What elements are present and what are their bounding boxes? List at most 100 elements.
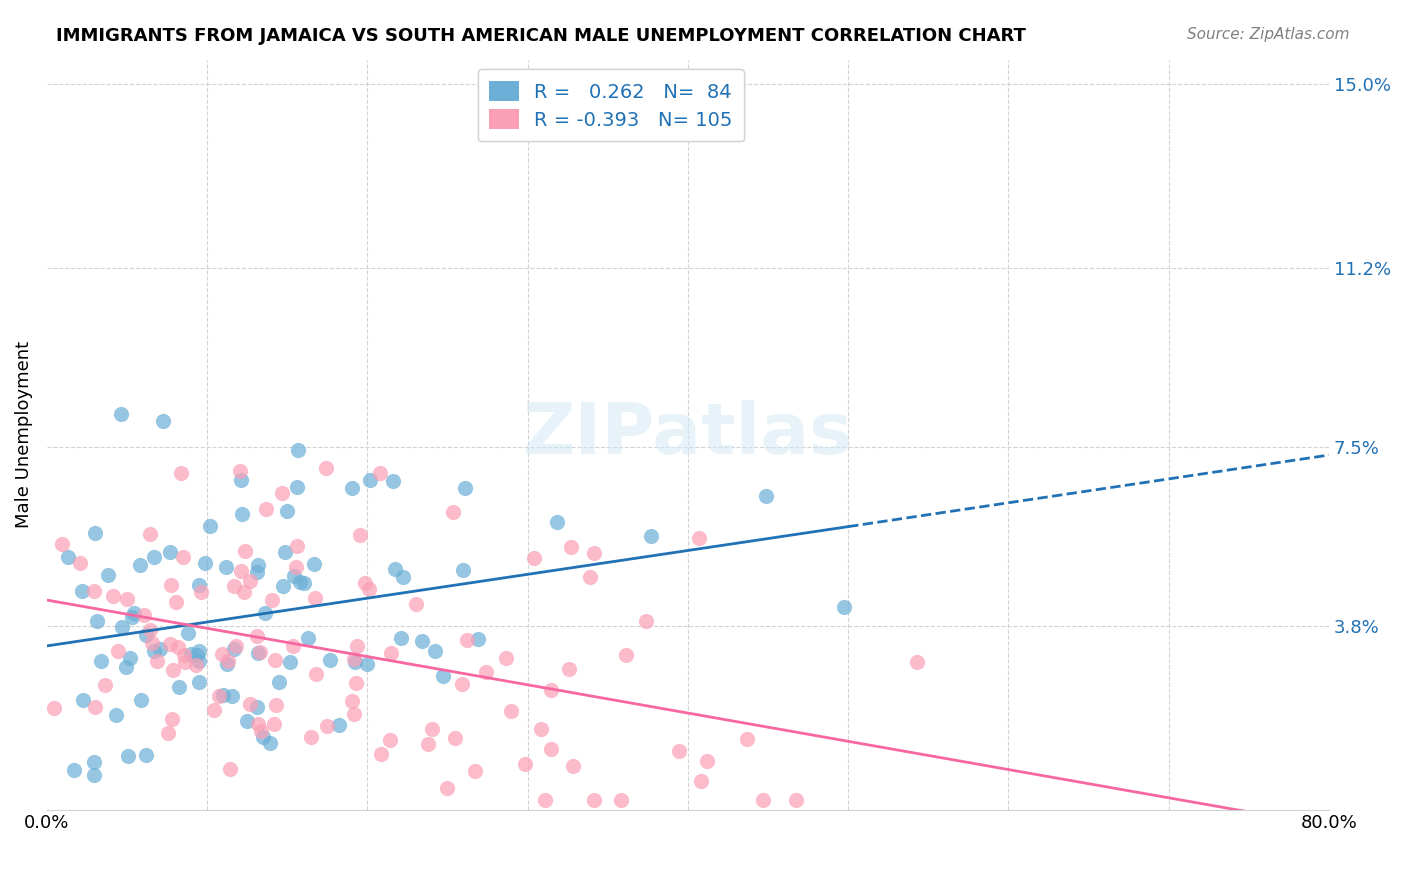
Point (165, 595, 187, 609)
Point (162, 663, 184, 677)
Point (634, 614, 657, 628)
Point (540, 742, 562, 756)
Point (190, 585, 212, 599)
Point (83, 768, 105, 782)
Point (304, 591, 326, 606)
Point (124, 606, 146, 620)
Point (342, 694, 364, 708)
Point (129, 558, 152, 573)
Point (159, 544, 181, 558)
Point (139, 526, 162, 541)
Point (391, 631, 413, 645)
Point (253, 606, 276, 620)
Point (62, 763, 84, 777)
Point (188, 675, 211, 690)
Point (285, 539, 308, 553)
Point (84, 525, 107, 540)
Point (172, 550, 194, 565)
Point (148, 641, 170, 656)
Point (420, 722, 443, 736)
Point (188, 654, 211, 668)
Point (416, 737, 439, 751)
Point (246, 630, 269, 644)
Point (436, 781, 458, 796)
Point (114, 660, 136, 674)
Point (231, 508, 253, 522)
Point (56, 550, 79, 565)
Point (278, 655, 301, 669)
Point (283, 569, 305, 583)
Point (315, 461, 337, 475)
Point (735, 732, 758, 747)
Point (582, 793, 605, 807)
Point (180, 647, 202, 661)
Point (254, 502, 277, 516)
Point (533, 793, 555, 807)
Point (561, 758, 583, 772)
Point (143, 644, 166, 658)
Point (546, 516, 568, 530)
Point (540, 682, 562, 697)
Point (107, 644, 129, 658)
Point (359, 582, 381, 596)
Point (160, 577, 183, 591)
Point (51, 536, 73, 550)
Legend: R =   0.262   N=  84, R = -0.393   N= 105: R = 0.262 N= 84, R = -0.393 N= 105 (478, 70, 744, 142)
Point (160, 712, 183, 726)
Point (139, 623, 162, 637)
Point (101, 589, 124, 603)
Point (167, 680, 190, 694)
Point (344, 676, 367, 690)
Point (530, 722, 553, 736)
Point (288, 574, 311, 589)
Point (467, 632, 489, 646)
Point (233, 585, 256, 599)
Point (198, 519, 221, 533)
Point (217, 654, 239, 668)
Point (441, 505, 464, 519)
Point (159, 637, 181, 651)
Point (558, 662, 581, 676)
Point (211, 688, 233, 702)
Point (229, 564, 252, 578)
Point (432, 669, 454, 683)
Point (104, 707, 127, 722)
Point (453, 481, 475, 495)
Point (328, 717, 350, 731)
Point (221, 689, 243, 703)
Point (411, 634, 433, 648)
Point (202, 703, 225, 717)
Point (370, 466, 392, 480)
Point (246, 565, 269, 579)
Point (287, 443, 309, 458)
Point (72, 584, 94, 599)
Point (451, 677, 474, 691)
Point (239, 574, 262, 589)
Point (583, 546, 606, 560)
Point (456, 633, 478, 648)
Point (176, 625, 198, 640)
Point (84, 700, 107, 714)
Point (173, 655, 195, 669)
Point (224, 641, 246, 656)
Text: Source: ZipAtlas.com: Source: ZipAtlas.com (1187, 27, 1350, 42)
Point (247, 646, 270, 660)
Point (97, 567, 120, 582)
Point (560, 540, 582, 554)
Point (93, 678, 115, 692)
Point (273, 579, 295, 593)
Point (274, 545, 297, 559)
Point (83, 584, 105, 599)
Point (297, 632, 319, 646)
Point (359, 473, 381, 487)
Point (135, 747, 157, 762)
Point (614, 648, 637, 662)
Point (346, 640, 368, 654)
Point (316, 718, 339, 732)
Point (217, 657, 239, 672)
Point (269, 674, 291, 689)
Point (281, 639, 304, 653)
Y-axis label: Male Unemployment: Male Unemployment (15, 341, 32, 528)
Point (354, 575, 377, 590)
Point (188, 578, 211, 592)
